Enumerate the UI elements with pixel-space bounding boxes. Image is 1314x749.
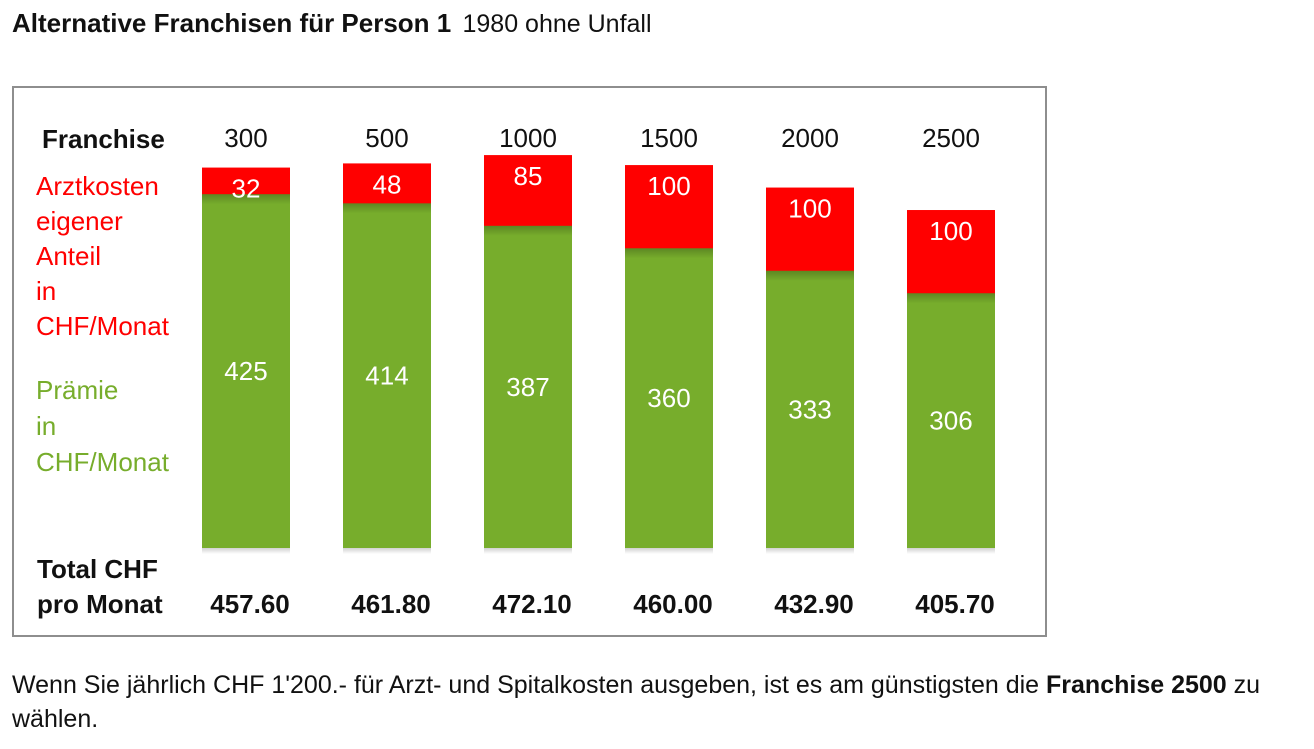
- bar-seam-shade: [484, 225, 572, 236]
- bar-arztkosten-1500: [625, 165, 713, 250]
- bar-bottom-shadow: [907, 548, 995, 554]
- bar-praemie-1000: [484, 225, 572, 548]
- footnote-highlight: Franchise 2500: [1046, 671, 1227, 699]
- praemie-row-label-line: CHF/Monat: [36, 447, 170, 477]
- arztkosten-row-label-line: eigener: [36, 206, 123, 236]
- bar-bottom-shadow: [343, 548, 431, 554]
- labels-group: 300 32 425 457.60 500 48 414 461.80 1000 85 387 472…: [36, 123, 995, 619]
- praemie-value-label: 387: [506, 372, 549, 402]
- total-value-label: 460.00: [633, 589, 713, 619]
- franchise-value-label: 2000: [781, 123, 839, 153]
- bar-arztkosten-2500: [907, 210, 995, 295]
- bar-seam-shade: [202, 194, 290, 205]
- bar-praemie-300: [202, 194, 290, 548]
- title-subtitle: 1980 ohne Unfall: [462, 10, 652, 38]
- total-value-label: 432.90: [774, 589, 854, 619]
- arztkosten-row-label-line: in: [36, 276, 56, 306]
- praemie-value-label: 425: [224, 356, 267, 386]
- praemie-value-label: 306: [929, 406, 972, 436]
- total-row-label-line: Total CHF: [37, 554, 158, 584]
- bar-arztkosten-2000: [766, 187, 854, 272]
- franchise-chart: 300 32 425 457.60 500 48 414 461.80 1000 85 387 472…: [36, 123, 995, 619]
- arztkosten-row-label-line: Arztkosten: [36, 171, 159, 201]
- franchise-value-label: 2500: [922, 123, 980, 153]
- arztkosten-value-label: 48: [373, 169, 402, 199]
- praemie-value-label: 414: [365, 361, 408, 391]
- franchise-row-label: Franchise: [42, 124, 165, 154]
- franchise-value-label: 1000: [499, 123, 557, 153]
- arztkosten-row-label-line: Anteil: [36, 241, 101, 271]
- title-main: Alternative Franchisen für Person 1: [12, 8, 452, 38]
- arztkosten-value-label: 100: [788, 194, 831, 224]
- praemie-row-label-line: in: [36, 411, 56, 441]
- bar-seam-shade: [907, 293, 995, 304]
- bars-group: [202, 155, 995, 554]
- praemie-row-label-line: Prämie: [36, 375, 118, 405]
- arztkosten-value-label: 32: [232, 174, 261, 204]
- total-value-label: 461.80: [351, 589, 431, 619]
- bar-seam-shade: [766, 270, 854, 281]
- arztkosten-value-label: 100: [647, 171, 690, 201]
- bar-praemie-1500: [625, 248, 713, 548]
- bar-praemie-500: [343, 203, 431, 548]
- bar-arztkosten-500: [343, 163, 431, 205]
- franchise-value-label: 500: [365, 123, 408, 153]
- bar-praemie-2000: [766, 270, 854, 548]
- chart-frame: 300 32 425 457.60 500 48 414 461.80 1000 85 387 472…: [12, 86, 1047, 637]
- bar-bottom-shadow: [202, 548, 290, 554]
- bar-praemie-2500: [907, 293, 995, 548]
- praemie-value-label: 360: [647, 383, 690, 413]
- bar-seam-shade: [625, 248, 713, 259]
- bar-bottom-shadow: [766, 548, 854, 554]
- total-value-label: 472.10: [492, 589, 572, 619]
- total-row-label-line: pro Monat: [37, 589, 163, 619]
- total-value-label: 457.60: [210, 589, 290, 619]
- footnote: Wenn Sie jährlich CHF 1'200.- für Arzt- …: [12, 668, 1308, 736]
- bar-arztkosten-300: [202, 167, 290, 196]
- franchise-value-label: 300: [224, 123, 267, 153]
- footnote-text-after: zu wählen.: [12, 671, 1261, 733]
- footnote-text-before: Wenn Sie jährlich CHF 1'200.- für Arzt- …: [12, 671, 1047, 699]
- total-value-label: 405.70: [915, 589, 995, 619]
- page-title: Alternative Franchisen für Person 1 1980…: [12, 8, 652, 39]
- arztkosten-row-label-line: CHF/Monat: [36, 311, 170, 341]
- franchise-value-label: 1500: [640, 123, 698, 153]
- bar-bottom-shadow: [484, 548, 572, 554]
- bar-bottom-shadow: [625, 548, 713, 554]
- bar-seam-shade: [343, 203, 431, 214]
- arztkosten-value-label: 85: [514, 161, 543, 191]
- bar-arztkosten-1000: [484, 155, 572, 227]
- arztkosten-value-label: 100: [929, 216, 972, 246]
- praemie-value-label: 333: [788, 394, 831, 424]
